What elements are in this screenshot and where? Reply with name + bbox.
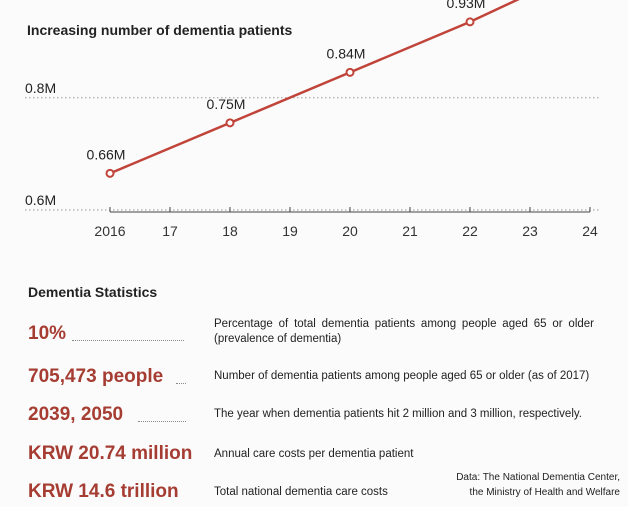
stat-row-milestone-years: 2039, 2050 The year when dementia patien… [28, 398, 618, 428]
x-tick-label: 20 [342, 223, 358, 239]
stat-description: Annual care costs per dementia patient [214, 447, 614, 462]
data-label: 0.75M [207, 96, 246, 112]
dementia-line-chart: Increasing number of dementia patients 0… [0, 0, 628, 250]
x-tick-label: 22 [462, 223, 478, 239]
stat-value: KRW 14.6 trillion [28, 481, 179, 503]
leader-dots [72, 340, 184, 341]
stats-title: Dementia Statistics [28, 284, 157, 300]
stat-description: The year when dementia patients hit 2 mi… [214, 407, 614, 422]
y-tick-label: 0.6M [25, 192, 56, 208]
chart-title: Increasing number of dementia patients [27, 22, 292, 38]
stat-description: Number of dementia patients among people… [214, 369, 614, 384]
data-source: Data: The National Dementia Center, the … [420, 470, 620, 500]
x-tick-label: 23 [522, 223, 538, 239]
stat-description: Total national dementia care costs [214, 485, 454, 500]
stat-value: 2039, 2050 [28, 404, 123, 426]
data-point [347, 69, 354, 76]
x-tick-label: 19 [282, 223, 298, 239]
source-line: Data: The National Dementia Center, [420, 470, 620, 485]
data-point [467, 18, 474, 25]
data-label: 0.66M [87, 146, 126, 162]
x-axis: 2016 17 18 19 20 21 22 23 24 [94, 207, 598, 239]
stat-value: 10% [28, 323, 66, 345]
stat-row-patients: 705,473 people Number of dementia patien… [28, 360, 618, 390]
data-label: 0.84M [327, 45, 366, 61]
stat-description: Percentage of total dementia patients am… [214, 317, 594, 347]
source-line: the Ministry of Health and Welfare [420, 485, 620, 500]
y-tick-label: 0.8M [25, 80, 56, 96]
data-point [107, 170, 114, 177]
stat-value: 705,473 people [28, 366, 163, 388]
x-tick-label: 21 [402, 223, 418, 239]
data-label: 0.93M [447, 0, 486, 11]
stat-row-prevalence: 10% Percentage of total dementia patient… [28, 317, 618, 347]
leader-dots [138, 421, 186, 422]
x-tick-label: 24 [582, 223, 598, 239]
stat-value: KRW 20.74 million [28, 443, 192, 465]
x-tick-label: 2016 [94, 223, 125, 239]
x-tick-label: 17 [162, 223, 178, 239]
x-tick-label: 18 [222, 223, 238, 239]
data-point [227, 119, 234, 126]
leader-dots [176, 383, 186, 384]
stat-row-care-cost-per-patient: KRW 20.74 million Annual care costs per … [28, 437, 618, 467]
